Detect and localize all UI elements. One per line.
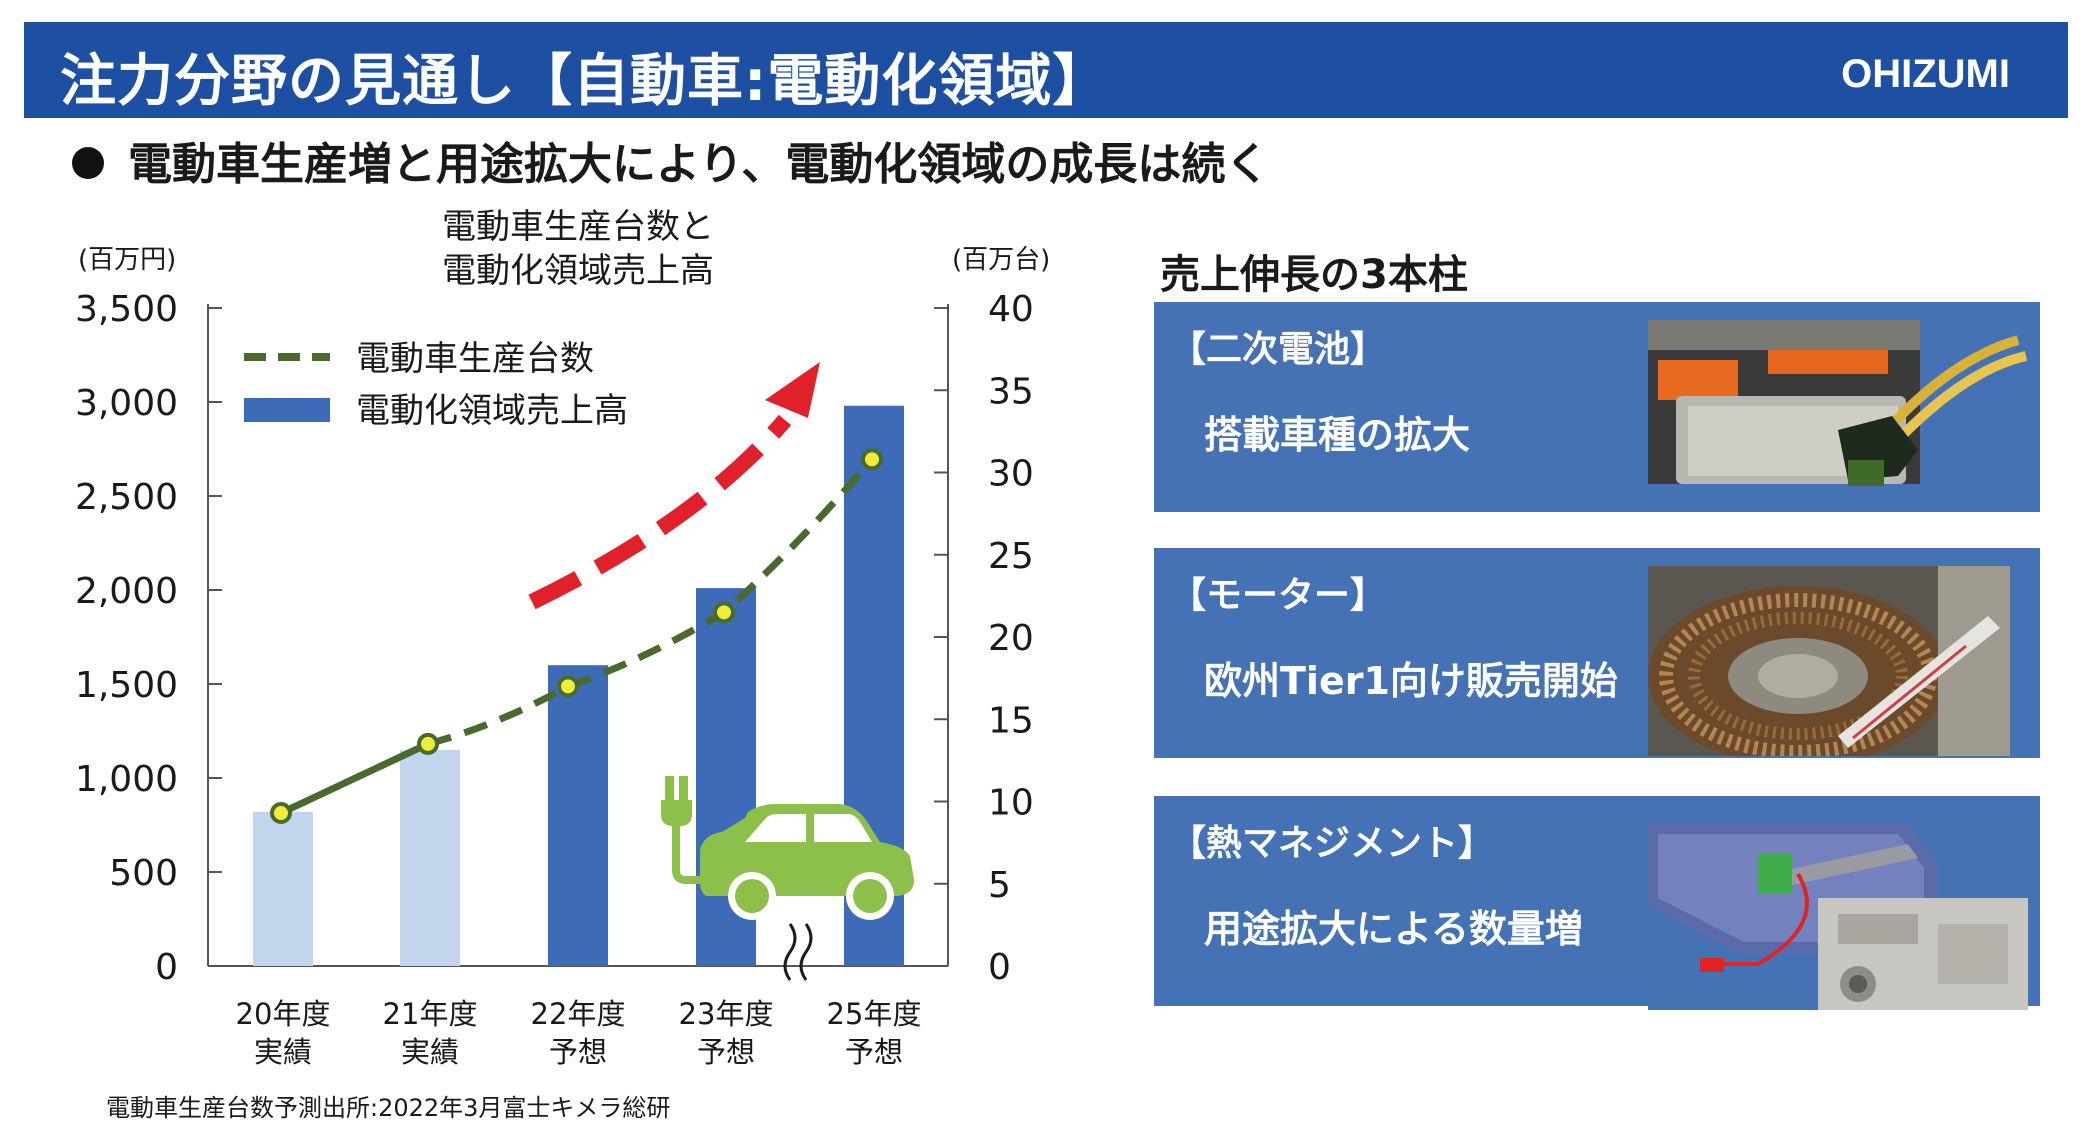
line-point-production	[713, 601, 735, 624]
x-category-label: 23年度	[679, 997, 774, 1031]
line-point-production	[417, 732, 439, 755]
right-tick-label: 10	[988, 783, 1034, 824]
left-tick-label: 500	[109, 853, 178, 894]
x-category-label: 予想	[845, 1035, 903, 1069]
chart-title-line: 電動化領域売上高	[442, 251, 714, 291]
ev-car-icon	[661, 776, 914, 920]
bar-sales	[548, 665, 608, 966]
subtitle: 電動車生産増と用途拡大により、電動化領域の成長は続く	[72, 128, 1269, 192]
x-category-label: 実績	[254, 1035, 312, 1069]
left-tick-label: 2,000	[75, 571, 178, 612]
line-point-production	[270, 802, 292, 825]
right-tick-label: 0	[988, 947, 1011, 988]
pillars-heading: 売上伸長の3本柱	[1160, 252, 1468, 298]
left-tick-label: 3,500	[75, 289, 178, 330]
axis-break-mark	[783, 923, 797, 981]
legend-line-label: 電動車生産台数	[356, 339, 594, 379]
y-left-unit-label: (百万円)	[78, 245, 176, 275]
pillar-thermal: 【熱マネジメント】 用途拡大による数量増	[1154, 796, 2040, 1010]
left-tick-label: 3,000	[75, 383, 178, 424]
page-header: 注力分野の見通し【自動車:電動化領域】 OHIZUMI	[24, 22, 2068, 118]
bar-sales	[400, 749, 460, 966]
legend-bar-swatch	[244, 398, 330, 422]
bar-sales	[253, 811, 313, 966]
axis-break-mark	[799, 923, 813, 981]
pillar-desc: 欧州Tier1向け販売開始	[1204, 659, 1618, 703]
left-tick-label: 1,000	[75, 759, 178, 800]
thermal-parts-photo-icon	[1648, 814, 2028, 1010]
battery-photo-icon	[1648, 320, 2028, 486]
right-tick-label: 20	[988, 618, 1034, 659]
right-tick-label: 30	[988, 454, 1034, 495]
x-category-label: 予想	[549, 1035, 607, 1069]
growth-arrowhead-icon	[765, 362, 820, 418]
x-category-label: 21年度	[383, 997, 478, 1031]
data-source-note: 電動車生産台数予測出所:2022年3月富士キメラ総研	[106, 1094, 671, 1122]
legend-bar-label: 電動化領域売上高	[356, 391, 628, 431]
bullet-icon	[72, 147, 104, 179]
pillar-battery: 【二次電池】 搭載車種の拡大	[1154, 302, 2040, 512]
growth-arrow-dashes	[528, 414, 792, 610]
line-production-solid	[279, 740, 430, 817]
right-tick-label: 25	[988, 536, 1034, 577]
motor-photo-icon	[1648, 566, 2010, 756]
x-category-label: 予想	[697, 1035, 755, 1069]
company-logo: OHIZUMI	[1841, 52, 2010, 96]
x-category-label: 実績	[401, 1035, 459, 1069]
line-production-dashed	[427, 457, 875, 748]
right-tick-label: 40	[988, 289, 1034, 330]
pillar-desc: 搭載車種の拡大	[1204, 413, 1471, 457]
page-title: 注力分野の見通し【自動車:電動化領域】	[60, 49, 1110, 114]
x-category-label: 22年度	[531, 997, 626, 1031]
chart-title-line: 電動車生産台数と	[442, 207, 714, 247]
pillar-title: 【二次電池】	[1170, 329, 1387, 370]
pillar-title: 【熱マネジメント】	[1170, 823, 1495, 864]
left-tick-label: 2,500	[75, 477, 178, 518]
x-category-label: 25年度	[827, 997, 922, 1031]
subtitle-text: 電動車生産増と用途拡大により、電動化領域の成長は続く	[128, 139, 1270, 190]
pillar-motor: 【モーター】 欧州Tier1向け販売開始	[1154, 548, 2040, 758]
pillar-desc: 用途拡大による数量増	[1204, 907, 1583, 951]
line-point-production	[557, 675, 579, 698]
y-right-unit-label: (百万台)	[952, 245, 1050, 275]
x-category-label: 20年度	[236, 997, 331, 1031]
right-tick-label: 15	[988, 700, 1034, 741]
right-tick-label: 5	[988, 865, 1011, 906]
left-tick-label: 0	[155, 947, 178, 988]
right-tick-label: 35	[988, 371, 1034, 412]
left-tick-label: 1,500	[75, 665, 178, 706]
pillar-title: 【モーター】	[1170, 575, 1387, 616]
line-point-production	[861, 448, 883, 471]
